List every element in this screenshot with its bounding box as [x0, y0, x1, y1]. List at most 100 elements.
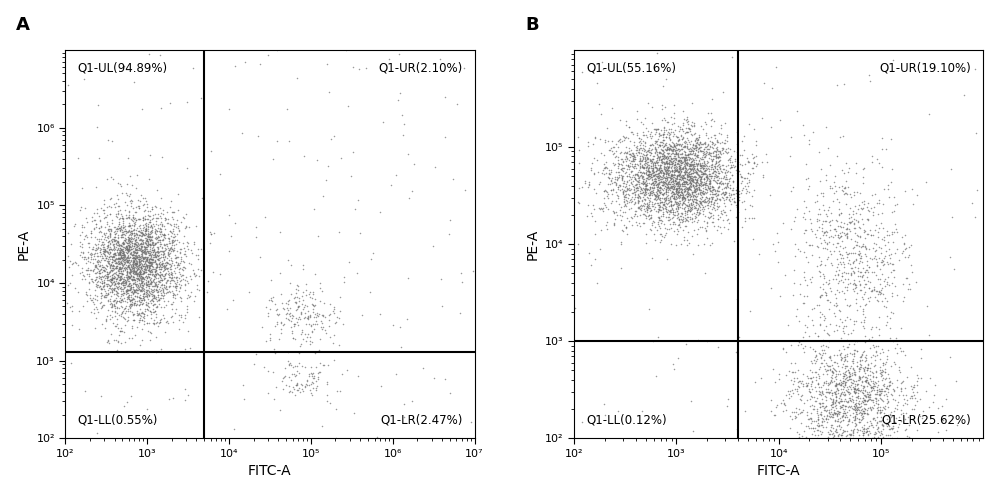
Point [60, 252, 76, 260]
Point [647, 223, 663, 231]
Point [901, 243, 917, 251]
Point [676, 185, 692, 193]
Point [755, 173, 771, 181]
Point [841, 301, 857, 309]
Point [172, 248, 188, 256]
Point [921, 331, 937, 339]
Point [602, 180, 618, 188]
Point [133, 277, 149, 285]
Point [321, 88, 337, 96]
Point [650, 170, 666, 178]
Point [854, 349, 870, 357]
Point [112, 254, 128, 262]
Point [646, 183, 662, 191]
Point [677, 195, 693, 202]
Point [687, 187, 703, 195]
Point [99, 270, 115, 278]
Point [122, 253, 138, 261]
Point [110, 238, 126, 246]
Point [281, 373, 297, 381]
Point [671, 135, 687, 143]
Point [665, 208, 681, 216]
Point [143, 235, 159, 243]
Point [640, 189, 656, 197]
Point [892, 344, 908, 351]
Point [91, 257, 107, 265]
Point [694, 179, 710, 187]
Point [666, 184, 682, 192]
Point [900, 285, 916, 293]
Point [677, 163, 693, 171]
Point [889, 434, 905, 442]
Point [93, 228, 109, 236]
Point [612, 211, 628, 219]
Point [859, 364, 875, 372]
Point [106, 236, 122, 244]
Point [685, 177, 701, 185]
Point [127, 245, 143, 253]
Point [88, 242, 104, 249]
Point [688, 198, 704, 206]
Point [135, 299, 151, 307]
Point [660, 163, 676, 171]
Point [670, 194, 686, 201]
Point [839, 383, 855, 391]
Point [847, 346, 863, 354]
Point [111, 263, 127, 271]
Point [829, 240, 845, 248]
Point [725, 178, 741, 186]
Point [668, 132, 684, 140]
Point [671, 194, 687, 202]
Point [854, 272, 870, 280]
Point [120, 246, 136, 254]
Point [140, 327, 156, 335]
Point [692, 189, 708, 197]
Point [158, 269, 174, 277]
Point [889, 427, 905, 435]
Point [116, 289, 132, 297]
Point [692, 143, 708, 150]
Point [676, 180, 692, 188]
Point [188, 251, 204, 259]
Point [132, 292, 148, 299]
Point [169, 236, 185, 244]
Point [121, 292, 137, 299]
Point [634, 179, 650, 187]
Point [136, 320, 152, 328]
Point [175, 263, 191, 271]
Point [693, 143, 709, 151]
Point [121, 254, 137, 262]
Point [858, 252, 874, 260]
Point [119, 263, 135, 271]
Point [130, 233, 146, 241]
Point [202, 228, 218, 236]
Point [869, 296, 885, 304]
Point [869, 388, 885, 396]
Point [696, 178, 712, 186]
Point [671, 168, 687, 176]
Point [295, 288, 311, 296]
Point [158, 285, 174, 293]
Point [154, 244, 170, 251]
Point [146, 307, 162, 315]
Point [146, 293, 162, 301]
Point [107, 280, 123, 288]
Point [130, 264, 146, 272]
Point [801, 136, 817, 144]
Point [115, 281, 131, 289]
Point [90, 245, 106, 252]
Point [849, 241, 865, 249]
Point [786, 377, 802, 385]
Point [114, 279, 130, 287]
Point [653, 126, 669, 134]
Point [650, 193, 666, 201]
Point [128, 259, 144, 267]
Point [846, 388, 862, 396]
Point [148, 217, 164, 225]
Point [139, 280, 155, 288]
Point [856, 324, 872, 332]
Point [651, 195, 667, 203]
Point [73, 203, 89, 211]
Point [103, 227, 119, 235]
Point [91, 237, 107, 245]
